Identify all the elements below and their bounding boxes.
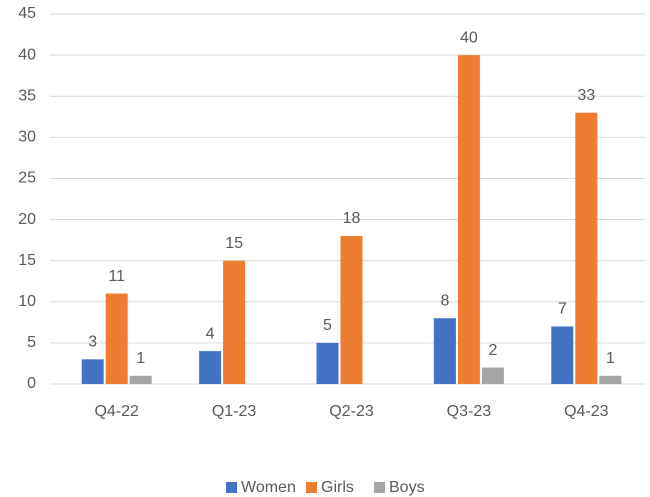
data-label: 1 (606, 350, 615, 367)
bar (433, 318, 456, 384)
data-label: 3 (88, 334, 97, 351)
y-tick-label: 15 (18, 252, 36, 269)
x-tick-label: Q1-23 (212, 403, 257, 420)
bar (129, 375, 152, 384)
x-tick-label: Q3-23 (447, 403, 492, 420)
data-label: 11 (108, 268, 125, 285)
bar (340, 236, 363, 384)
data-label: 7 (558, 301, 567, 318)
bar (481, 367, 504, 384)
data-label: 15 (225, 235, 243, 252)
bar (457, 55, 480, 384)
legend-label: Girls (321, 479, 354, 496)
legend-swatch (374, 482, 385, 493)
data-label: 40 (460, 29, 478, 46)
bar (105, 293, 128, 384)
bar (81, 359, 104, 384)
bar (316, 342, 339, 384)
bar (223, 260, 246, 384)
x-tick-label: Q2-23 (329, 403, 374, 420)
data-label: 4 (206, 325, 215, 342)
y-tick-label: 35 (18, 87, 36, 104)
x-tick-label: Q4-23 (564, 403, 609, 420)
legend-label: Boys (389, 479, 425, 496)
y-tick-label: 10 (18, 293, 36, 310)
legend-swatch (226, 482, 237, 493)
data-label: 2 (488, 342, 497, 359)
y-tick-label: 40 (18, 46, 36, 63)
y-tick-label: 45 (18, 5, 36, 22)
bar (199, 351, 222, 384)
y-tick-label: 20 (18, 211, 36, 228)
y-tick-label: 5 (27, 334, 36, 351)
data-label: 1 (136, 350, 145, 367)
bar (599, 375, 622, 384)
data-label: 33 (577, 87, 595, 104)
legend-label: Women (241, 479, 296, 496)
legend-swatch (306, 482, 317, 493)
data-label: 18 (343, 210, 361, 227)
x-tick-label: Q4-22 (94, 403, 139, 420)
y-tick-label: 25 (18, 170, 36, 187)
y-tick-label: 0 (27, 375, 36, 392)
data-label: 5 (323, 317, 332, 334)
data-label: 8 (440, 292, 449, 309)
bar (575, 112, 598, 385)
y-tick-label: 30 (18, 129, 36, 146)
bar (551, 326, 574, 384)
